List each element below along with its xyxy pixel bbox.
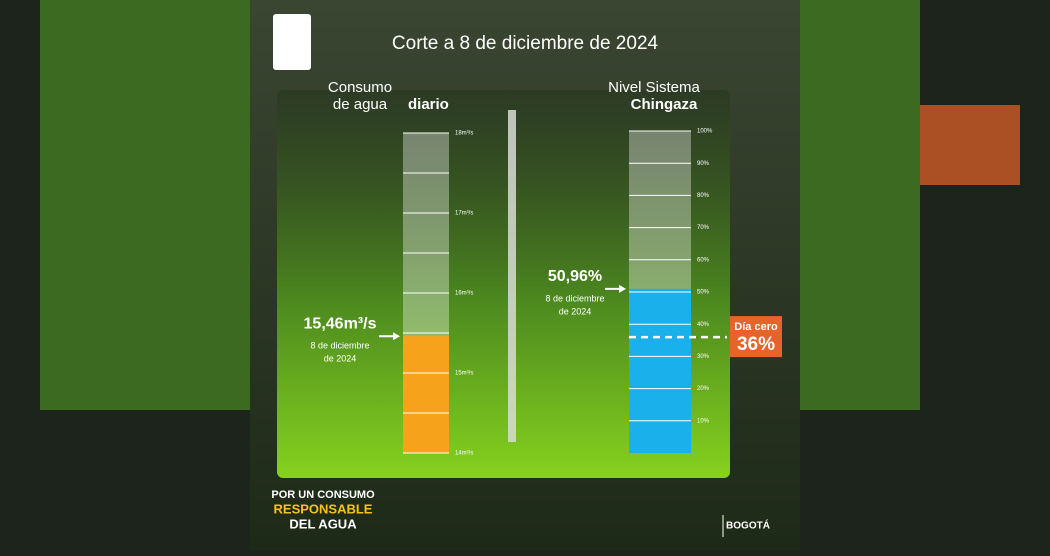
y-tick-label: 90% xyxy=(697,161,710,167)
bg-blur-left xyxy=(40,0,250,410)
slogan: RESPONSABLE xyxy=(274,501,373,516)
date-label: de 2024 xyxy=(559,306,592,316)
threshold-label: Día cero xyxy=(734,321,778,333)
y-tick-label: 100% xyxy=(697,129,713,135)
date-label: 8 de diciembre xyxy=(545,293,604,303)
y-tick-label: 18m³/s xyxy=(455,131,473,137)
y-tick-label: 50% xyxy=(697,290,710,296)
y-tick-label: 20% xyxy=(697,386,710,392)
date-label: de 2024 xyxy=(324,354,357,364)
date-label: 8 de diciembre xyxy=(310,341,369,351)
inner-panel xyxy=(277,90,730,478)
y-tick-label: 10% xyxy=(697,418,710,424)
y-tick-label: 16m³/s xyxy=(455,291,473,297)
y-tick-label: 80% xyxy=(697,193,710,199)
gauge-title: Nivel Sistema xyxy=(608,79,700,96)
footer: POR UN CONSUMO RESPONSABLE DEL AGUA BOGO… xyxy=(271,489,770,537)
arrow-head xyxy=(619,284,626,293)
brand: BOGOTÁ xyxy=(726,519,770,532)
gauge-title: de agua xyxy=(333,96,388,113)
slogan: DEL AGUA xyxy=(289,516,357,531)
y-tick-label: 40% xyxy=(697,322,710,328)
y-tick-label: 60% xyxy=(697,257,710,263)
y-tick-label: 70% xyxy=(697,225,710,231)
y-tick-label: 30% xyxy=(697,354,710,360)
gauge-fill xyxy=(629,288,691,453)
logo xyxy=(273,14,311,70)
title: Corte a 8 de diciembre de 2024 xyxy=(392,33,659,54)
value-label: 15,46m³/s xyxy=(304,315,377,332)
arrow-head xyxy=(393,332,400,341)
threshold-value: 36% xyxy=(737,334,775,355)
threshold-box xyxy=(730,316,782,358)
y-tick-label: 15m³/s xyxy=(455,371,473,377)
gauge-title-bold: Chingaza xyxy=(631,96,698,113)
slogan: POR UN CONSUMO xyxy=(271,489,375,501)
bg-blur-right xyxy=(800,0,920,410)
value-label: 50,96% xyxy=(548,268,602,285)
bg-blur-orange xyxy=(920,105,1020,185)
y-tick-label: 14m³/s xyxy=(455,451,473,457)
gauge-title-bold: diario xyxy=(408,96,449,113)
divider xyxy=(508,110,516,442)
gauge-fill xyxy=(403,336,449,453)
y-tick-label: 17m³/s xyxy=(455,211,473,217)
gauge-title: Consumo xyxy=(328,79,392,96)
